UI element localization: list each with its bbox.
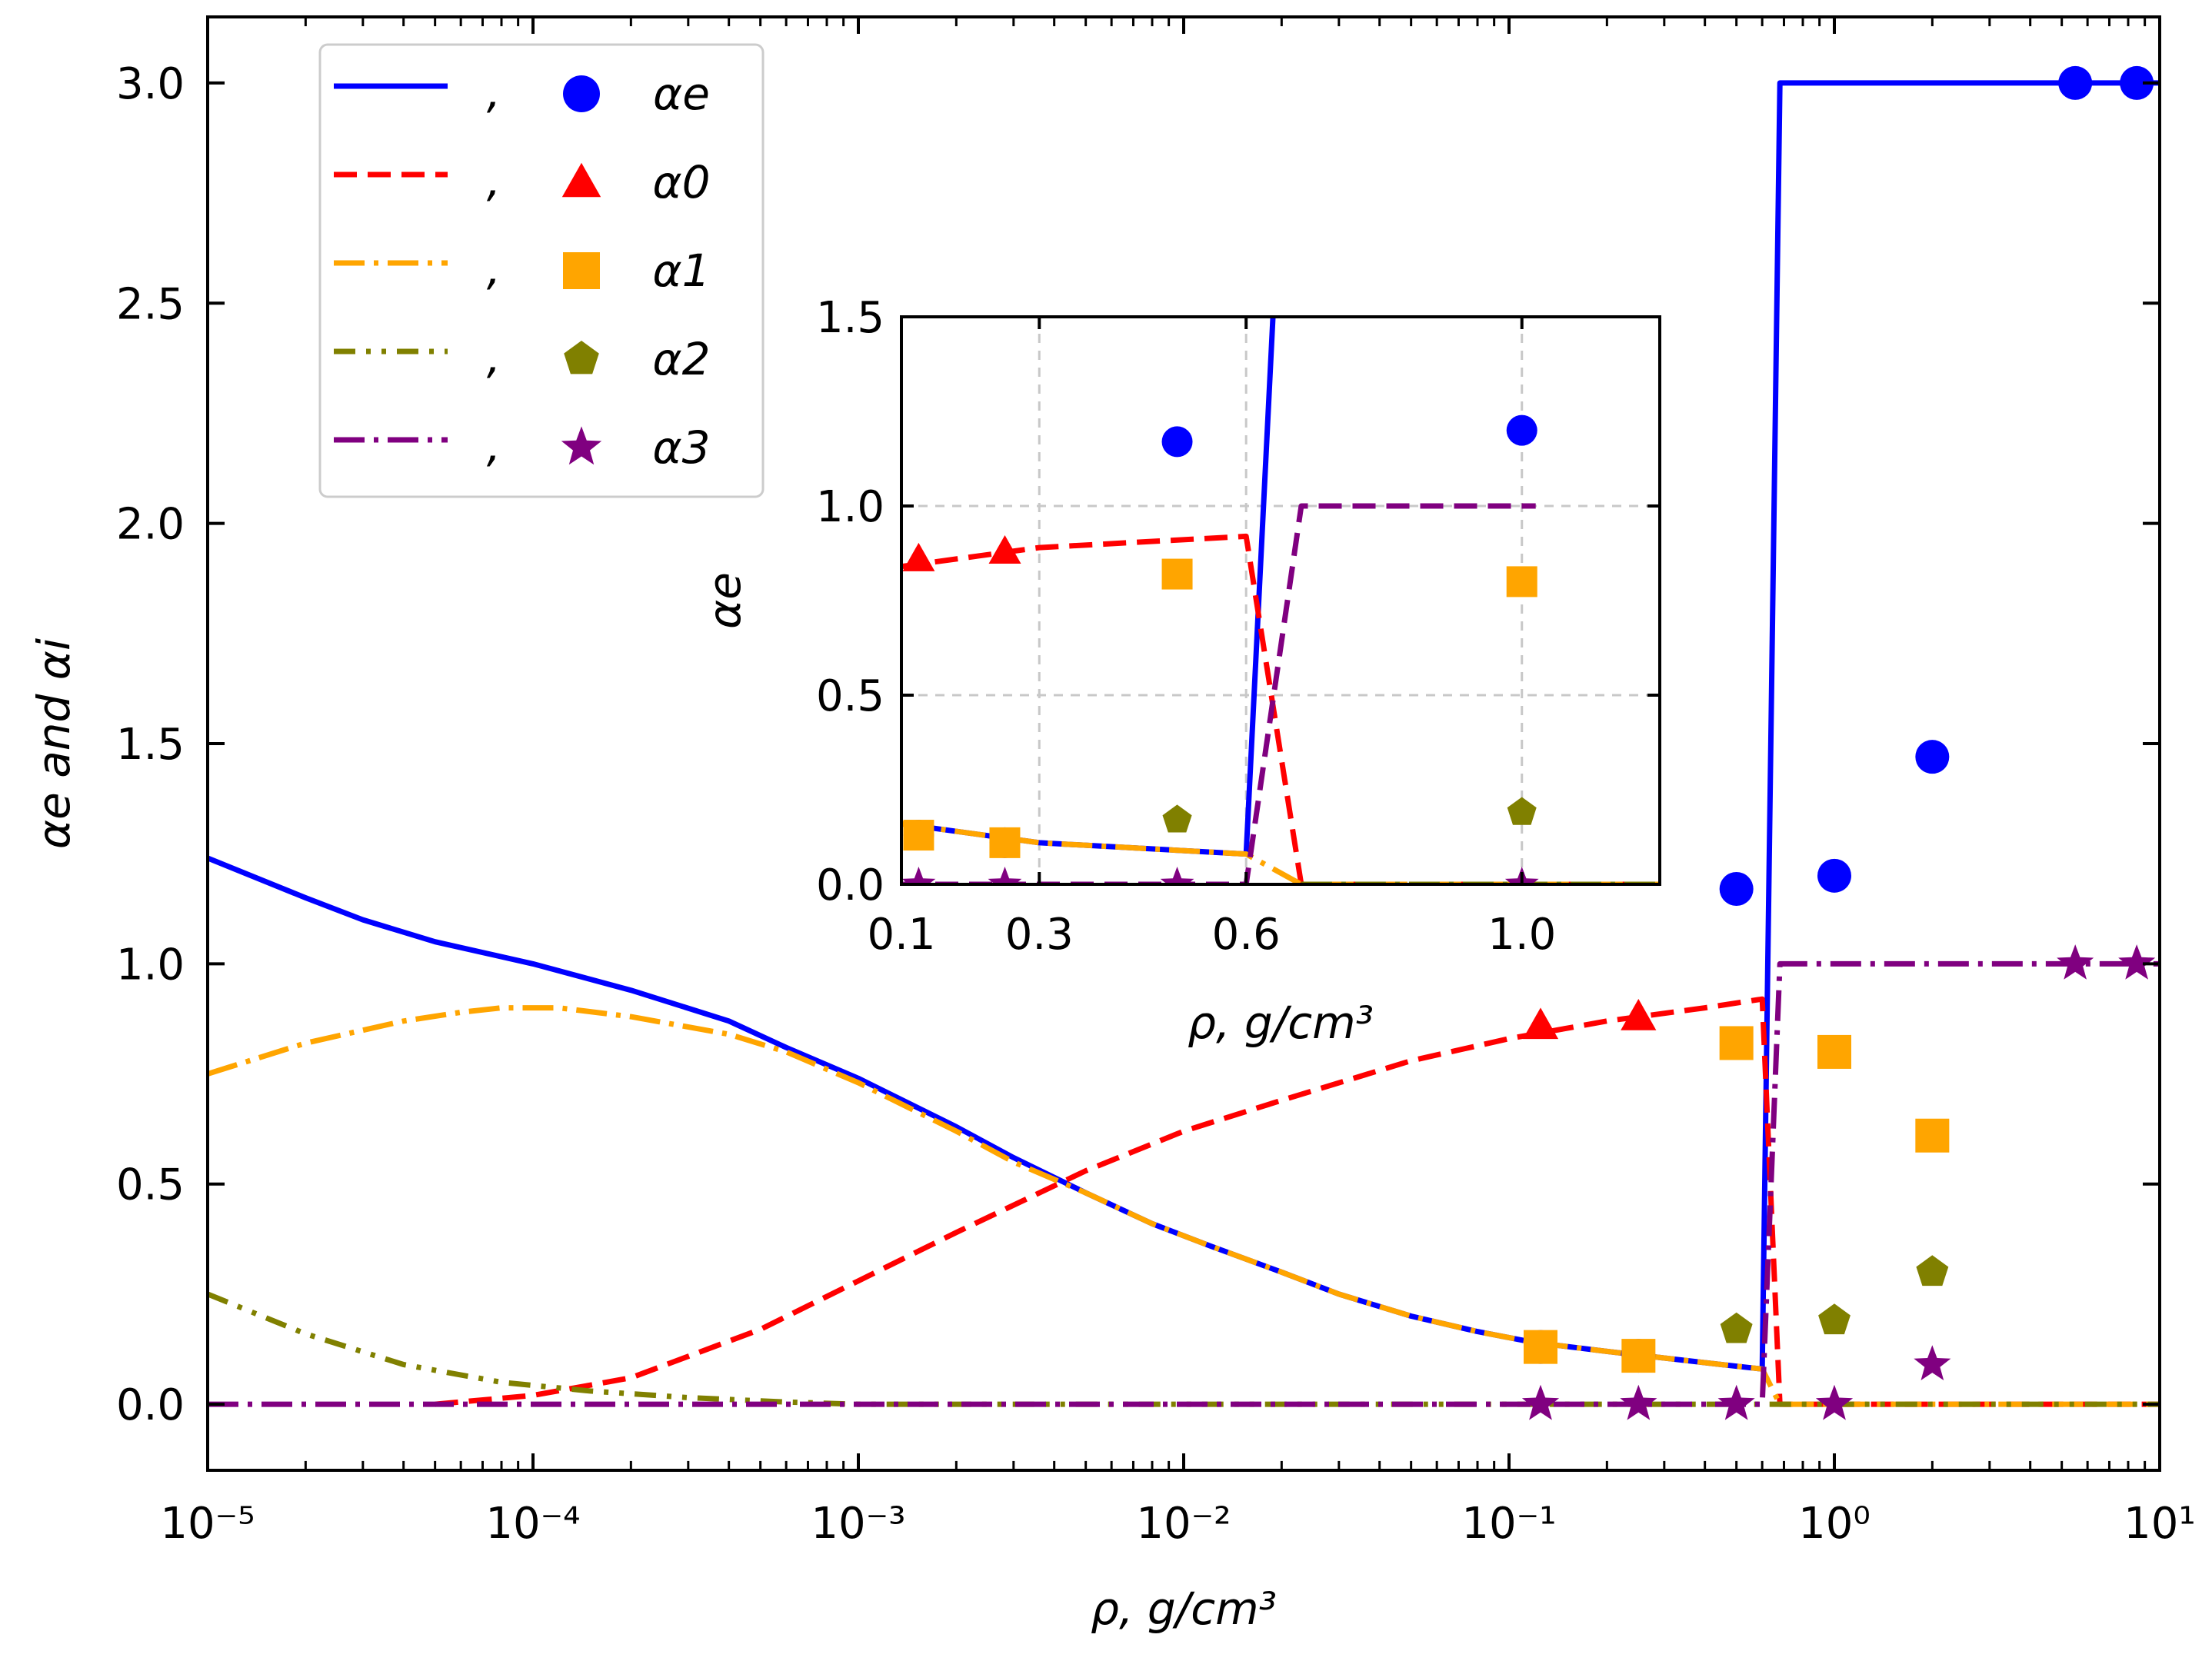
- y-axis-label: αe: [698, 572, 751, 629]
- y-tick-label: 1.5: [816, 293, 884, 343]
- x-tick-label: 1.0: [1487, 910, 1556, 960]
- x-tick-label: 10⁻²: [1136, 1499, 1231, 1549]
- data-point-circle: [2120, 65, 2154, 100]
- plot-background: [901, 317, 1660, 884]
- x-axis-label: ρ, g/cm³: [1091, 1583, 1277, 1635]
- data-point-circle: [2058, 65, 2093, 100]
- data-point-pentagon: [1916, 1255, 1949, 1287]
- data-point-square: [1719, 1026, 1754, 1060]
- y-tick-label: 1.5: [116, 720, 185, 770]
- data-point-pentagon: [1162, 804, 1192, 833]
- legend-line-label: ,: [487, 420, 501, 472]
- x-tick-label: 10⁻³: [811, 1499, 905, 1549]
- x-tick-label: 10⁻⁴: [485, 1499, 580, 1549]
- x-tick-label: 0.3: [1005, 910, 1074, 960]
- plot-frame: [900, 315, 1661, 886]
- legend-line-label: ,: [487, 66, 501, 118]
- x-tick-label: 10⁻¹: [1461, 1499, 1556, 1549]
- inset-plot: 0.1 0.3 0.6 1.0 0.0 0.5 1.0 1.5 ρ, g/cm³ αe: [698, 293, 1661, 1049]
- legend-marker-square: [563, 252, 600, 289]
- data-point-square: [1817, 1034, 1851, 1069]
- data-point-square: [1621, 1339, 1656, 1373]
- data-point-square: [1506, 566, 1537, 597]
- x-tick-label: 0.6: [1212, 910, 1281, 960]
- data-point-square: [903, 820, 934, 851]
- x-tick-label: 10¹: [2124, 1499, 2196, 1549]
- y-tick-label: 0.0: [816, 860, 884, 910]
- data-point-star: [901, 867, 936, 884]
- data-point-star: [988, 867, 1022, 884]
- data-point-star: [1815, 1384, 1854, 1420]
- data-point-triangle: [902, 542, 935, 571]
- legend-marker-circle: [563, 75, 600, 112]
- data-point-square: [1915, 1118, 1950, 1153]
- data-point-pentagon: [1720, 1312, 1753, 1343]
- data-point-circle: [1719, 872, 1754, 906]
- x-tick-label: 10⁻⁵: [160, 1499, 255, 1549]
- y-tick-label: 2.0: [116, 500, 185, 550]
- data-point-star: [1717, 1384, 1755, 1420]
- data-point-square: [1161, 558, 1193, 590]
- legend-marker-label: α2: [652, 333, 710, 385]
- data-point-circle: [1817, 858, 1851, 893]
- legend-marker-label: αe: [653, 68, 710, 120]
- legend-line-label: ,: [487, 243, 501, 295]
- series-line-4: [208, 960, 2160, 1407]
- data-point-triangle: [1621, 999, 1657, 1030]
- data-point-star: [2118, 944, 2156, 980]
- data-point-pentagon: [1507, 797, 1537, 825]
- legend-marker-triangle: [561, 162, 601, 198]
- y-tick-label: 1.0: [816, 482, 884, 532]
- legend-marker-pentagon: [564, 341, 599, 374]
- data-point-star: [1620, 1384, 1657, 1420]
- data-point-star: [1521, 1384, 1560, 1420]
- series-line-2: [901, 821, 1660, 884]
- legend-box: [318, 43, 765, 498]
- legend-marker-label: α1: [652, 245, 710, 297]
- y-tick-label: 1.0: [116, 940, 185, 990]
- legend-marker-label: α3: [652, 421, 710, 474]
- data-point-star: [2057, 944, 2094, 980]
- series-line-1: [901, 533, 1660, 884]
- y-tick-label: 0.0: [116, 1380, 185, 1430]
- data-point-circle: [1506, 414, 1537, 446]
- data-point-star: [1914, 1345, 1951, 1380]
- x-tick-label: 0.1: [867, 910, 935, 960]
- legend-line-label: ,: [487, 331, 501, 384]
- data-point-triangle: [988, 535, 1021, 564]
- y-tick-label: 2.5: [116, 279, 185, 329]
- y-axis-label: αe and αi: [28, 638, 80, 849]
- legend-line-label: ,: [487, 155, 501, 207]
- data-point-circle: [1915, 740, 1950, 774]
- series-line-1: [435, 996, 2160, 1407]
- data-point-square: [989, 827, 1021, 858]
- legend: , αe, α0, α1, α2, α3: [318, 43, 765, 498]
- data-point-circle: [1161, 426, 1193, 458]
- data-point-triangle: [1522, 1007, 1559, 1040]
- data-point-pentagon: [1818, 1303, 1851, 1335]
- y-tick-label: 3.0: [116, 59, 185, 109]
- y-tick-label: 0.5: [116, 1160, 185, 1210]
- x-axis-label: ρ, g/cm³: [1188, 997, 1374, 1049]
- legend-marker-label: α0: [652, 156, 710, 208]
- y-tick-label: 0.5: [816, 671, 884, 721]
- data-point-square: [1523, 1330, 1557, 1364]
- x-tick-label: 10⁰: [1798, 1499, 1871, 1549]
- legend-marker-star: [561, 426, 602, 465]
- data-point-star: [1160, 867, 1194, 884]
- plot-area: [208, 65, 2160, 1420]
- plot-area: [901, 317, 1660, 884]
